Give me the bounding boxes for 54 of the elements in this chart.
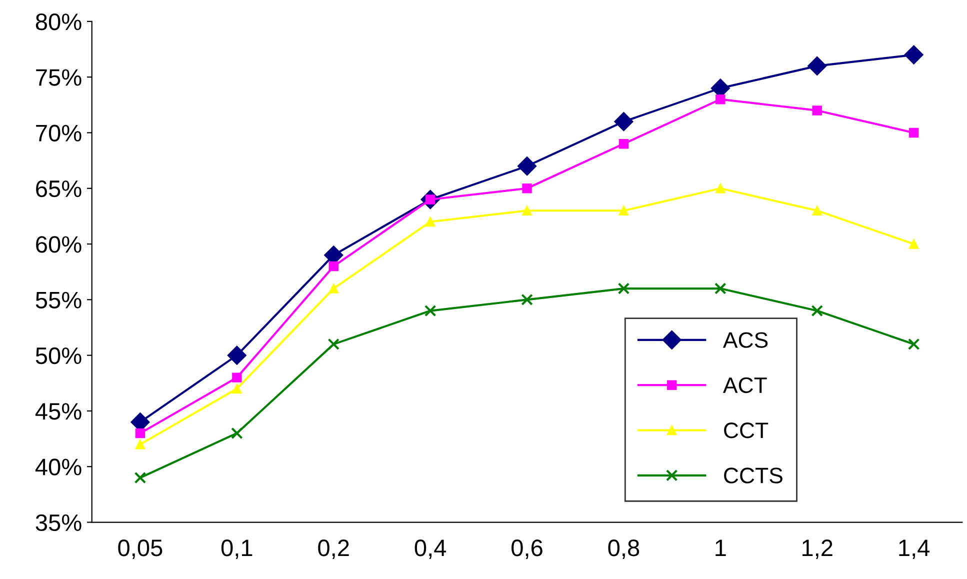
point	[522, 206, 532, 216]
point	[808, 56, 827, 76]
x-tick-label: 0,1	[221, 540, 252, 560]
point	[618, 138, 629, 149]
x-tick-label: 0,8	[608, 540, 640, 560]
point	[908, 128, 919, 138]
point	[232, 384, 242, 394]
point	[135, 439, 146, 450]
y-tick-label: 50%	[36, 347, 82, 364]
point	[908, 338, 920, 350]
point	[521, 294, 533, 306]
legend-label: ACS	[722, 332, 768, 348]
point	[231, 427, 243, 440]
point	[614, 112, 634, 132]
x-tick-label: 0,05	[118, 540, 162, 560]
point	[714, 282, 726, 294]
point	[227, 346, 246, 365]
x-tick-label: 0,4	[414, 540, 446, 560]
y-tick-label: 75%	[36, 69, 82, 86]
y-tick-label: 40%	[35, 458, 82, 476]
y-tick-label: 45%	[35, 403, 82, 420]
point	[135, 428, 146, 438]
point	[232, 372, 242, 382]
point	[517, 156, 537, 176]
point	[424, 304, 436, 317]
point	[522, 184, 532, 194]
point	[134, 472, 146, 484]
point	[908, 239, 919, 249]
point	[328, 261, 338, 272]
point	[811, 304, 824, 317]
legend-label: ACT	[722, 377, 767, 394]
x-tick-label: 1	[716, 540, 726, 556]
y-tick-label: 65%	[36, 180, 82, 198]
y-tick-label: 80%	[36, 13, 82, 30]
x-tick-label: 1,4	[899, 540, 930, 560]
y-tick-label: 60%	[36, 236, 82, 253]
legend-label: CCT	[724, 422, 768, 438]
y-tick-label: 55%	[36, 292, 82, 308]
y-tick-label: 35%	[36, 514, 82, 532]
x-tick-label: 1,2	[802, 540, 832, 560]
point	[904, 45, 924, 64]
point	[716, 94, 726, 104]
x-tick-label: 0,6	[512, 540, 542, 560]
point	[618, 282, 630, 294]
point	[812, 206, 822, 216]
legend-label: CCTS	[724, 468, 782, 484]
point	[618, 206, 629, 216]
point	[716, 184, 726, 194]
x-tick-label: 0,2	[318, 540, 349, 560]
point	[328, 284, 338, 294]
point	[328, 338, 340, 350]
point	[425, 216, 436, 227]
y-tick-label: 70%	[36, 124, 82, 142]
point	[812, 106, 822, 116]
